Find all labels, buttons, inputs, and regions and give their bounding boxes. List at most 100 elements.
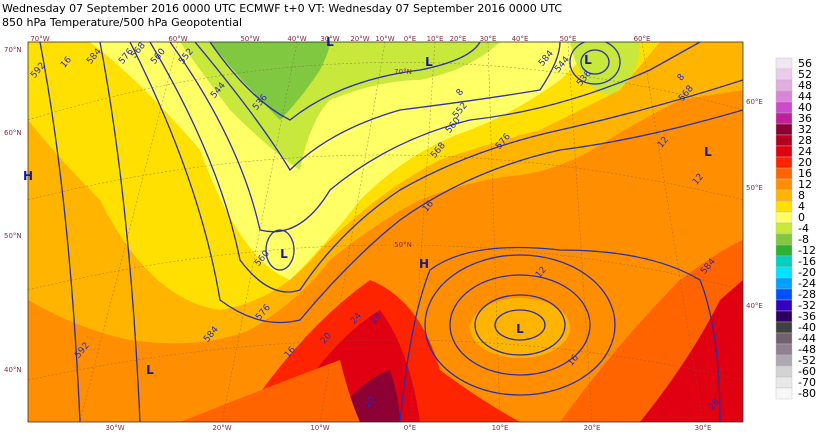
legend-label: 56	[798, 57, 812, 70]
contour-label: 8	[455, 87, 467, 98]
legend-swatch	[775, 79, 793, 92]
geo-label: 60°W	[168, 35, 187, 43]
legend-swatch	[775, 233, 793, 246]
legend-label: 28	[798, 134, 812, 147]
geo-label: 30°E	[695, 424, 712, 432]
geo-label: 70°W	[30, 35, 49, 43]
legend-swatch	[775, 343, 793, 356]
legend-label: 52	[798, 68, 812, 81]
legend-label: -60	[798, 365, 816, 378]
legend-swatch	[775, 178, 793, 191]
legend-label: 36	[798, 112, 812, 125]
legend-swatch	[775, 112, 793, 125]
legend-label: -20	[798, 266, 816, 279]
geo-label: 10°E	[492, 424, 509, 432]
legend-swatch	[775, 310, 793, 323]
legend-label: -48	[798, 343, 816, 356]
pressure-center: L	[584, 53, 592, 67]
legend-label: -70	[798, 376, 816, 389]
legend-swatch	[775, 332, 793, 345]
legend-swatch	[775, 244, 793, 257]
legend-swatch	[775, 255, 793, 268]
geo-label: 50°E	[560, 35, 577, 43]
legend-label: 16	[798, 167, 812, 180]
geo-label: 30°W	[105, 424, 124, 432]
geo-label: 0°E	[404, 35, 416, 43]
legend-swatch	[775, 376, 793, 389]
header-line2: 850 hPa Temperature/500 hPa Geopotential	[2, 16, 242, 29]
geo-label: 40°N	[4, 366, 22, 374]
legend-label: -28	[798, 288, 816, 301]
legend-swatch	[775, 189, 793, 202]
legend-swatch	[775, 90, 793, 103]
pressure-center: L	[326, 35, 334, 49]
legend-swatch	[775, 156, 793, 169]
legend-swatch	[775, 354, 793, 367]
legend-label: -80	[798, 387, 816, 400]
legend-label: 44	[798, 90, 812, 103]
geo-label: 70°N	[4, 46, 22, 54]
legend-swatch	[775, 123, 793, 136]
geo-label: 30°E	[480, 35, 497, 43]
legend-swatch	[775, 288, 793, 301]
legend-label: 12	[798, 178, 812, 191]
geo-label: 0°E	[404, 424, 416, 432]
legend-swatch	[775, 211, 793, 224]
geo-label: 70°N	[394, 68, 412, 76]
geo-label: 40°W	[287, 35, 306, 43]
legend-label: -12	[798, 244, 816, 257]
legend-label: -40	[798, 321, 816, 334]
legend-label: 40	[798, 101, 812, 114]
geo-label: 50°E	[746, 184, 763, 192]
legend-label: -32	[798, 299, 816, 312]
legend-label: 24	[798, 145, 812, 158]
geo-label: 10°W	[375, 35, 394, 43]
geo-label: 10°E	[427, 35, 444, 43]
legend-label: -52	[798, 354, 816, 367]
legend-swatch	[775, 321, 793, 334]
legend-swatch	[775, 68, 793, 81]
geo-label: 10°W	[310, 424, 329, 432]
pressure-center: H	[419, 257, 429, 271]
pressure-center: L	[516, 322, 524, 336]
geo-label: 20°W	[350, 35, 369, 43]
legend-label: -44	[798, 332, 816, 345]
header-line1: Wednesday 07 September 2016 0000 UTC ECM…	[2, 2, 562, 15]
pressure-center: L	[425, 55, 433, 69]
geo-label: 20°E	[450, 35, 467, 43]
legend-swatch	[775, 101, 793, 114]
geo-label: 50°W	[240, 35, 259, 43]
legend-label: -36	[798, 310, 816, 323]
geo-label: 40°E	[746, 302, 763, 310]
legend-label: 20	[798, 156, 812, 169]
legend-label: 32	[798, 123, 812, 136]
graticule	[28, 42, 743, 422]
legend-swatch	[775, 266, 793, 279]
geo-label: 60°E	[634, 35, 651, 43]
pressure-center: L	[704, 145, 712, 159]
map-frame	[27, 41, 744, 423]
legend-swatch	[775, 387, 793, 400]
geo-label: 50°N	[394, 241, 412, 249]
pressure-center: H	[23, 169, 33, 183]
legend-swatch	[775, 200, 793, 213]
legend-label: 4	[798, 200, 805, 213]
contour-label: 8	[676, 72, 688, 83]
legend-label: -4	[798, 222, 809, 235]
legend-swatch	[775, 277, 793, 290]
legend-label: -24	[798, 277, 816, 290]
legend-swatch	[775, 222, 793, 235]
map-field	[28, 42, 743, 422]
pressure-center: L	[280, 247, 288, 261]
isohypses	[39, 42, 743, 422]
legend-label: -8	[798, 233, 809, 246]
legend-swatch	[775, 57, 793, 70]
legend-swatch	[775, 134, 793, 147]
geo-label: 60°E	[746, 98, 763, 106]
legend-swatch	[775, 365, 793, 378]
legend-swatch	[775, 167, 793, 180]
geo-label: 40°E	[512, 35, 529, 43]
geo-label: 50°N	[4, 232, 22, 240]
